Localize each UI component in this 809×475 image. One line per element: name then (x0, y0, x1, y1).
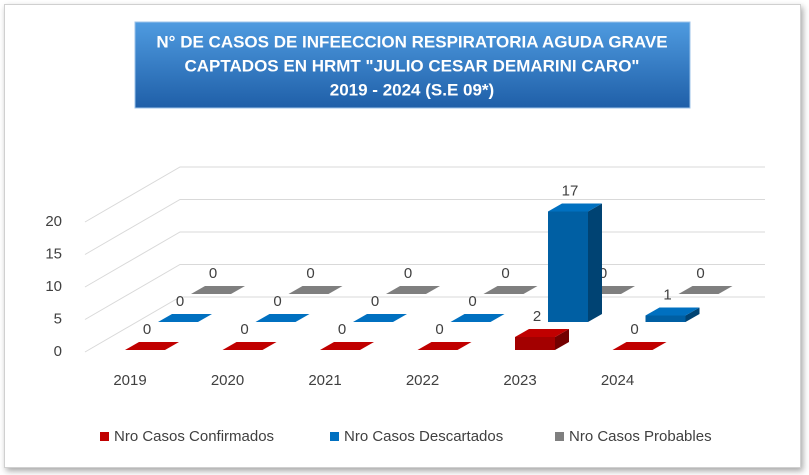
data-label: 0 (435, 321, 443, 338)
legend-swatch (330, 432, 339, 441)
x-tick-label: 2021 (308, 372, 341, 389)
legend-label: Nro Casos Descartados (344, 428, 503, 445)
data-label: 0 (696, 265, 704, 282)
x-tick-label: 2022 (406, 372, 439, 389)
bar-top (417, 342, 472, 350)
bar-top (548, 203, 602, 212)
legend-swatch (100, 432, 109, 441)
x-tick-label: 2023 (503, 372, 536, 389)
bar-side (685, 307, 700, 322)
bar-top (483, 286, 538, 294)
bar-top (353, 314, 407, 322)
bar-top (645, 307, 700, 316)
chart-title: 2019 - 2024 (S.E 09*) (330, 80, 494, 99)
chart-title: N° DE CASOS DE INFEECCION RESPIRATORIA A… (156, 32, 667, 51)
data-label: 0 (209, 265, 217, 282)
bar-top (222, 342, 277, 350)
bar-top (191, 286, 245, 294)
data-label: 0 (468, 293, 476, 310)
bar-side (555, 329, 569, 350)
data-label: 0 (176, 293, 184, 310)
y-tick-label: 15 (45, 245, 62, 262)
legend-label: Nro Casos Probables (569, 428, 712, 445)
data-label: 0 (371, 293, 379, 310)
data-label: 0 (306, 265, 314, 282)
bar-top (288, 286, 343, 294)
bar-front (548, 211, 588, 322)
bar-front (645, 315, 686, 322)
bar-side (588, 203, 602, 322)
data-label: 0 (143, 321, 151, 338)
y-tick-label: 20 (45, 213, 62, 230)
data-label: 0 (501, 265, 509, 282)
y-tick-label: 5 (54, 310, 62, 327)
grid-line (84, 231, 765, 288)
legend-swatch (555, 432, 564, 441)
bar-top (255, 314, 310, 322)
data-label: 0 (273, 293, 281, 310)
y-tick-label: 10 (45, 278, 62, 295)
x-tick-label: 2020 (211, 372, 244, 389)
bar-top (612, 342, 667, 350)
chart-title: CAPTADOS EN HRMT "JULIO CESAR DEMARINI C… (185, 56, 640, 75)
grid-line (84, 166, 765, 223)
x-tick-label: 2019 (113, 372, 146, 389)
data-label: 0 (630, 321, 638, 338)
data-label: 2 (533, 308, 541, 325)
data-label: 0 (240, 321, 248, 338)
data-label: 0 (599, 265, 607, 282)
y-tick-label: 0 (54, 343, 62, 360)
data-label: 0 (338, 321, 346, 338)
bar-top (515, 329, 569, 337)
grid-line (84, 199, 765, 255)
bar-top (320, 342, 374, 350)
bar-top (158, 314, 212, 322)
data-label: 0 (404, 265, 412, 282)
bar-top (450, 314, 505, 322)
bar-top (125, 342, 179, 350)
data-label: 1 (663, 286, 671, 303)
bar-top (678, 286, 733, 294)
x-tick-label: 2024 (601, 372, 634, 389)
data-label: 17 (562, 182, 579, 199)
legend-label: Nro Casos Confirmados (114, 428, 274, 445)
title-box (134, 21, 691, 109)
bar-top (386, 286, 440, 294)
bar-front (515, 337, 555, 350)
